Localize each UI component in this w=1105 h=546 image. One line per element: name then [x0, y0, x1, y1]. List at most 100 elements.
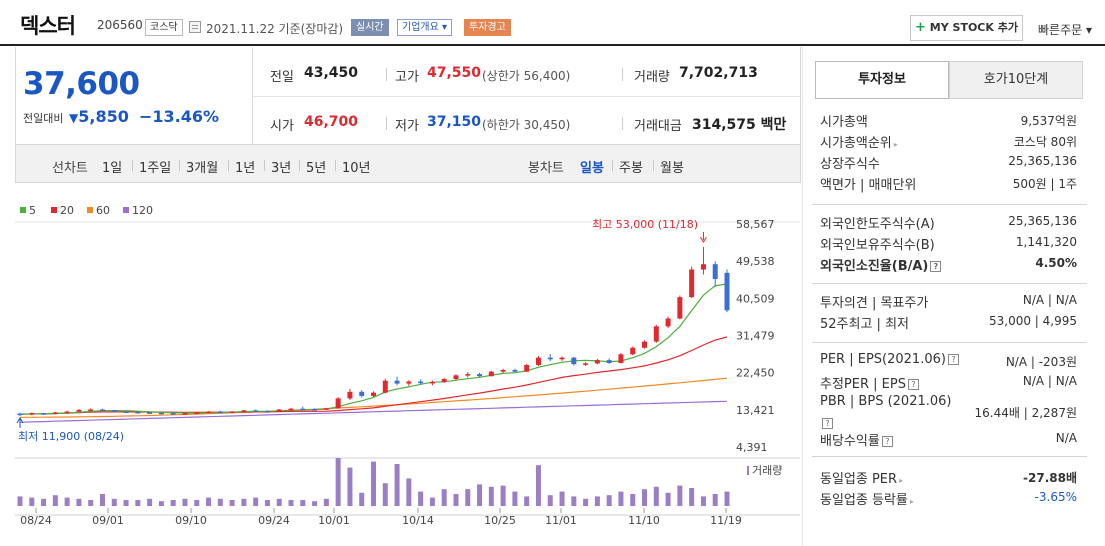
period-tab[interactable]: 3개월: [186, 161, 219, 176]
help-icon[interactable]: ?: [947, 354, 959, 365]
candle-body: [441, 379, 447, 382]
x-tick-label: 11/19: [710, 514, 742, 527]
info-label-text: 외국인보유주식수(B): [820, 238, 935, 253]
volume-bar: [465, 489, 471, 506]
candle-body: [465, 374, 471, 376]
candle-body: [382, 380, 388, 393]
info-label: PBR | BPS (2021.06): [820, 394, 951, 409]
tab-divider: [299, 160, 300, 171]
volume-bar: [547, 495, 553, 506]
candle-period-tab[interactable]: 월봉: [660, 161, 684, 176]
price-chart[interactable]: 5 20 60 120 58,567 49,538 40,509 31,479 22,450 13…: [0, 200, 800, 546]
candle-body: [64, 411, 70, 414]
volume-bar: [394, 464, 400, 506]
period-tab[interactable]: 3년: [271, 161, 292, 176]
candle-body: [571, 357, 577, 365]
info-value: N/A | N/A: [1022, 374, 1077, 388]
help-icon[interactable]: ?: [930, 261, 942, 272]
volume-bar: [712, 494, 718, 506]
volume-legend-swatch: [747, 466, 749, 475]
help-icon[interactable]: ?: [820, 416, 833, 430]
realtime-button[interactable]: 실시간: [351, 19, 389, 36]
info-label: 52주최고 | 최저: [820, 313, 909, 332]
volume-bar: [17, 496, 23, 506]
arrow-icon[interactable]: ▸: [893, 140, 898, 149]
volume-bar: [229, 500, 235, 506]
tab-divider: [132, 160, 133, 171]
period-tab[interactable]: 1년: [235, 161, 256, 176]
y-tick-label: 58,567: [736, 218, 775, 231]
warning-badge: 투자경고: [464, 19, 511, 36]
ma-20-line: [19, 336, 728, 415]
candle-body: [500, 369, 506, 372]
info-label-text: 상장주식수: [820, 157, 880, 172]
tab-divider: [335, 160, 336, 171]
tab-divider: [264, 160, 265, 171]
ma-120-line: [19, 400, 728, 423]
volume-bar: [194, 500, 200, 506]
y-tick-label: 31,479: [736, 330, 775, 343]
mystock-add-button[interactable]: + MY STOCK 추가: [910, 15, 1023, 41]
volume-bar: [182, 498, 188, 506]
candle-period-tab[interactable]: 일봉: [580, 161, 604, 176]
tab-divider: [612, 160, 613, 171]
section-divider: [812, 204, 1087, 205]
arrow-icon[interactable]: ▸: [899, 476, 904, 485]
candle-body: [677, 297, 683, 319]
legend-label: 60: [96, 204, 110, 217]
prev-close-label: 전일: [270, 70, 294, 85]
info-label: 외국인보유주식수(B): [820, 234, 935, 253]
candle-body: [606, 360, 612, 363]
candle-body: [323, 408, 329, 410]
info-label-text: 외국인소진율(B/A): [820, 259, 929, 274]
info-label: 외국인소진율(B/A)?: [820, 255, 942, 274]
amount-label: 거래대금: [634, 119, 682, 134]
tab-invest-info[interactable]: 투자정보: [815, 61, 949, 99]
volume-bar: [288, 500, 294, 506]
x-tick-label: 09/24: [258, 514, 290, 527]
legend-swatch: [87, 207, 93, 213]
quick-order-button[interactable]: 빠른주문 ▾: [1038, 23, 1092, 37]
help-icon[interactable]: ?: [881, 436, 893, 447]
market-badge: 코스닥: [145, 19, 183, 36]
y-tick-label: 40,509: [736, 292, 775, 305]
candle-body: [29, 413, 35, 415]
candle-body: [288, 408, 294, 411]
help-icon[interactable]: ?: [907, 379, 919, 390]
arrow-icon[interactable]: ▸: [909, 497, 914, 506]
candle-period-tab[interactable]: 주봉: [619, 161, 643, 176]
x-tick-label: 10/01: [318, 514, 350, 527]
candle-body: [194, 412, 200, 414]
candle-body: [217, 411, 223, 414]
company-overview-button[interactable]: 기업개요 ▾: [397, 19, 452, 36]
volume-bar: [300, 500, 306, 506]
tab-orderbook[interactable]: 호가10단계: [949, 61, 1083, 99]
info-label-text: PBR | BPS (2021.06): [820, 394, 952, 409]
info-label: 액면가 | 매매단위: [820, 174, 916, 193]
down-arrow-icon: ▼: [69, 111, 79, 125]
candle-body: [429, 381, 435, 384]
candle-body: [123, 411, 129, 414]
divider: [622, 68, 623, 81]
info-value: 53,000 | 4,995: [988, 314, 1077, 328]
volume-bar: [253, 497, 259, 506]
candle-body: [241, 410, 247, 412]
x-tick-label: 09/01: [92, 514, 124, 527]
period-tab[interactable]: 1일: [102, 161, 123, 176]
period-tab[interactable]: 1주일: [139, 161, 172, 176]
period-tab[interactable]: 10년: [342, 161, 371, 176]
candle-body: [52, 412, 58, 415]
low-value: 37,150: [427, 114, 482, 130]
high-value: 47,550: [427, 65, 482, 81]
candle-body: [418, 381, 424, 384]
legend-swatch: [51, 207, 57, 213]
period-tab[interactable]: 5년: [306, 161, 327, 176]
info-label-text: 52주최고 | 최저: [820, 317, 909, 332]
volume-bar: [606, 495, 612, 506]
volume-bar: [488, 486, 494, 506]
candle-body: [76, 409, 82, 412]
candle-body: [477, 374, 483, 377]
legend-label: 5: [29, 204, 36, 217]
open-value: 46,700: [304, 114, 359, 130]
max-arrow-head: [700, 236, 707, 243]
